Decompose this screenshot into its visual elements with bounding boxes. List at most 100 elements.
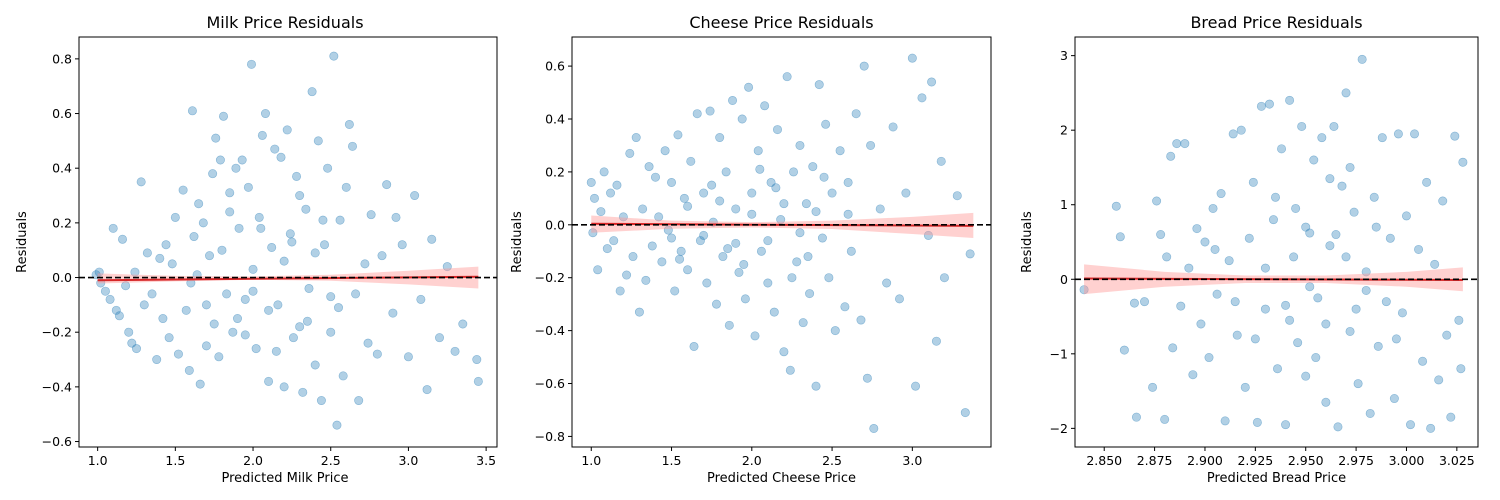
scatter-point (313, 136, 323, 146)
scatter-point (731, 204, 741, 214)
scatter-point (427, 234, 437, 244)
scatter-point (846, 246, 856, 256)
scatter-point (615, 286, 625, 296)
scatter-point (769, 307, 779, 317)
scatter-point (586, 177, 596, 187)
scatter-point (612, 180, 622, 190)
scatter-point (1391, 334, 1401, 344)
scatter-point (1305, 228, 1315, 238)
scatter-point (164, 333, 174, 343)
scatter-point (731, 238, 741, 248)
scatter-point (862, 373, 872, 383)
scatter-point (792, 257, 802, 267)
scatter-point (1410, 129, 1420, 139)
scatter-point (270, 144, 280, 154)
scatter-point (728, 95, 738, 105)
scatter-point (225, 207, 235, 217)
scatter-point (753, 146, 763, 156)
scatter-point (866, 140, 876, 150)
scatter-point (715, 133, 725, 143)
scatter-point (240, 294, 250, 304)
scatter-point (360, 259, 370, 269)
scatter-point (260, 109, 270, 119)
scatter-point (1361, 267, 1371, 277)
scatter-point (1162, 252, 1172, 262)
scatter-point (1216, 189, 1226, 199)
scatter-point (772, 125, 782, 135)
scatter-point (94, 267, 104, 277)
scatter-point (622, 270, 632, 280)
x-tick-label: 2.950 (1288, 453, 1324, 468)
y-tick-label: −1 (1050, 346, 1068, 361)
scatter-point (654, 212, 664, 222)
scatter-point (801, 199, 811, 209)
scatter-point (391, 212, 401, 222)
scatter-point (907, 53, 917, 63)
scatter-point (1357, 54, 1367, 64)
x-tick-label: 3.0 (398, 453, 418, 468)
scatter-point (243, 182, 253, 192)
scatter-point (295, 322, 305, 332)
scatter-point (152, 355, 162, 365)
scatter-point (410, 191, 420, 201)
scatter-point (1438, 196, 1448, 206)
scatter-point (320, 240, 330, 250)
scatter-point (670, 286, 680, 296)
scatter-point (304, 283, 314, 293)
scatter-point (1321, 397, 1331, 407)
scatter-point (589, 193, 599, 203)
scatter-point (1212, 289, 1222, 299)
scatter-point (1281, 420, 1291, 430)
scatter-point (372, 349, 382, 359)
scatter-point (1345, 162, 1355, 172)
scatter-point (1373, 341, 1383, 351)
scatter-point (618, 212, 628, 222)
scatter-point (965, 249, 975, 259)
scatter-point (273, 300, 283, 310)
scatter-point (851, 109, 861, 119)
scatter-point (779, 347, 789, 357)
y-tick-label: 0.4 (52, 161, 72, 176)
scatter-point (347, 141, 357, 151)
scatter-point (217, 245, 227, 255)
scatter-point (114, 311, 124, 321)
x-tick-label: 1.0 (88, 453, 108, 468)
scatter-point (1406, 420, 1416, 430)
scatter-point (1325, 241, 1335, 251)
scatter-point (1079, 285, 1089, 295)
scatter-point (660, 146, 670, 156)
scatter-point (593, 265, 603, 275)
scatter-point (667, 177, 677, 187)
scatter-point (917, 93, 927, 103)
scatter-point (403, 352, 413, 362)
scatter-point (830, 326, 840, 336)
scatter-point (397, 240, 407, 250)
y-tick-label: 0.6 (545, 59, 565, 74)
scatter-point (111, 305, 121, 315)
scatter-point (329, 51, 339, 61)
scatter-point (267, 242, 277, 252)
x-tick-label: 3.025 (1439, 453, 1475, 468)
scatter-point (840, 302, 850, 312)
axes-frame (1074, 36, 1479, 448)
scatter-point (158, 314, 168, 324)
scatter-point (747, 188, 757, 198)
scatter-point (771, 183, 781, 193)
plot-area (1075, 54, 1478, 433)
scatter-point (927, 77, 937, 87)
scatter-point (458, 319, 468, 329)
scatter-point (195, 379, 205, 389)
scatter-point (628, 252, 638, 262)
scatter-point (1422, 177, 1432, 187)
y-tick-label: −0.6 (535, 376, 565, 391)
scatter-point (1256, 101, 1266, 111)
scatter-point (750, 331, 760, 341)
x-tick-label: 2.975 (1338, 453, 1374, 468)
scatter-point (118, 234, 128, 244)
scatter-point (219, 111, 229, 121)
scatter-point (811, 381, 821, 391)
scatter-point (170, 212, 180, 222)
scatter-point (472, 355, 482, 365)
x-tick-label: 1.0 (581, 453, 601, 468)
scatter-point (1210, 244, 1220, 254)
